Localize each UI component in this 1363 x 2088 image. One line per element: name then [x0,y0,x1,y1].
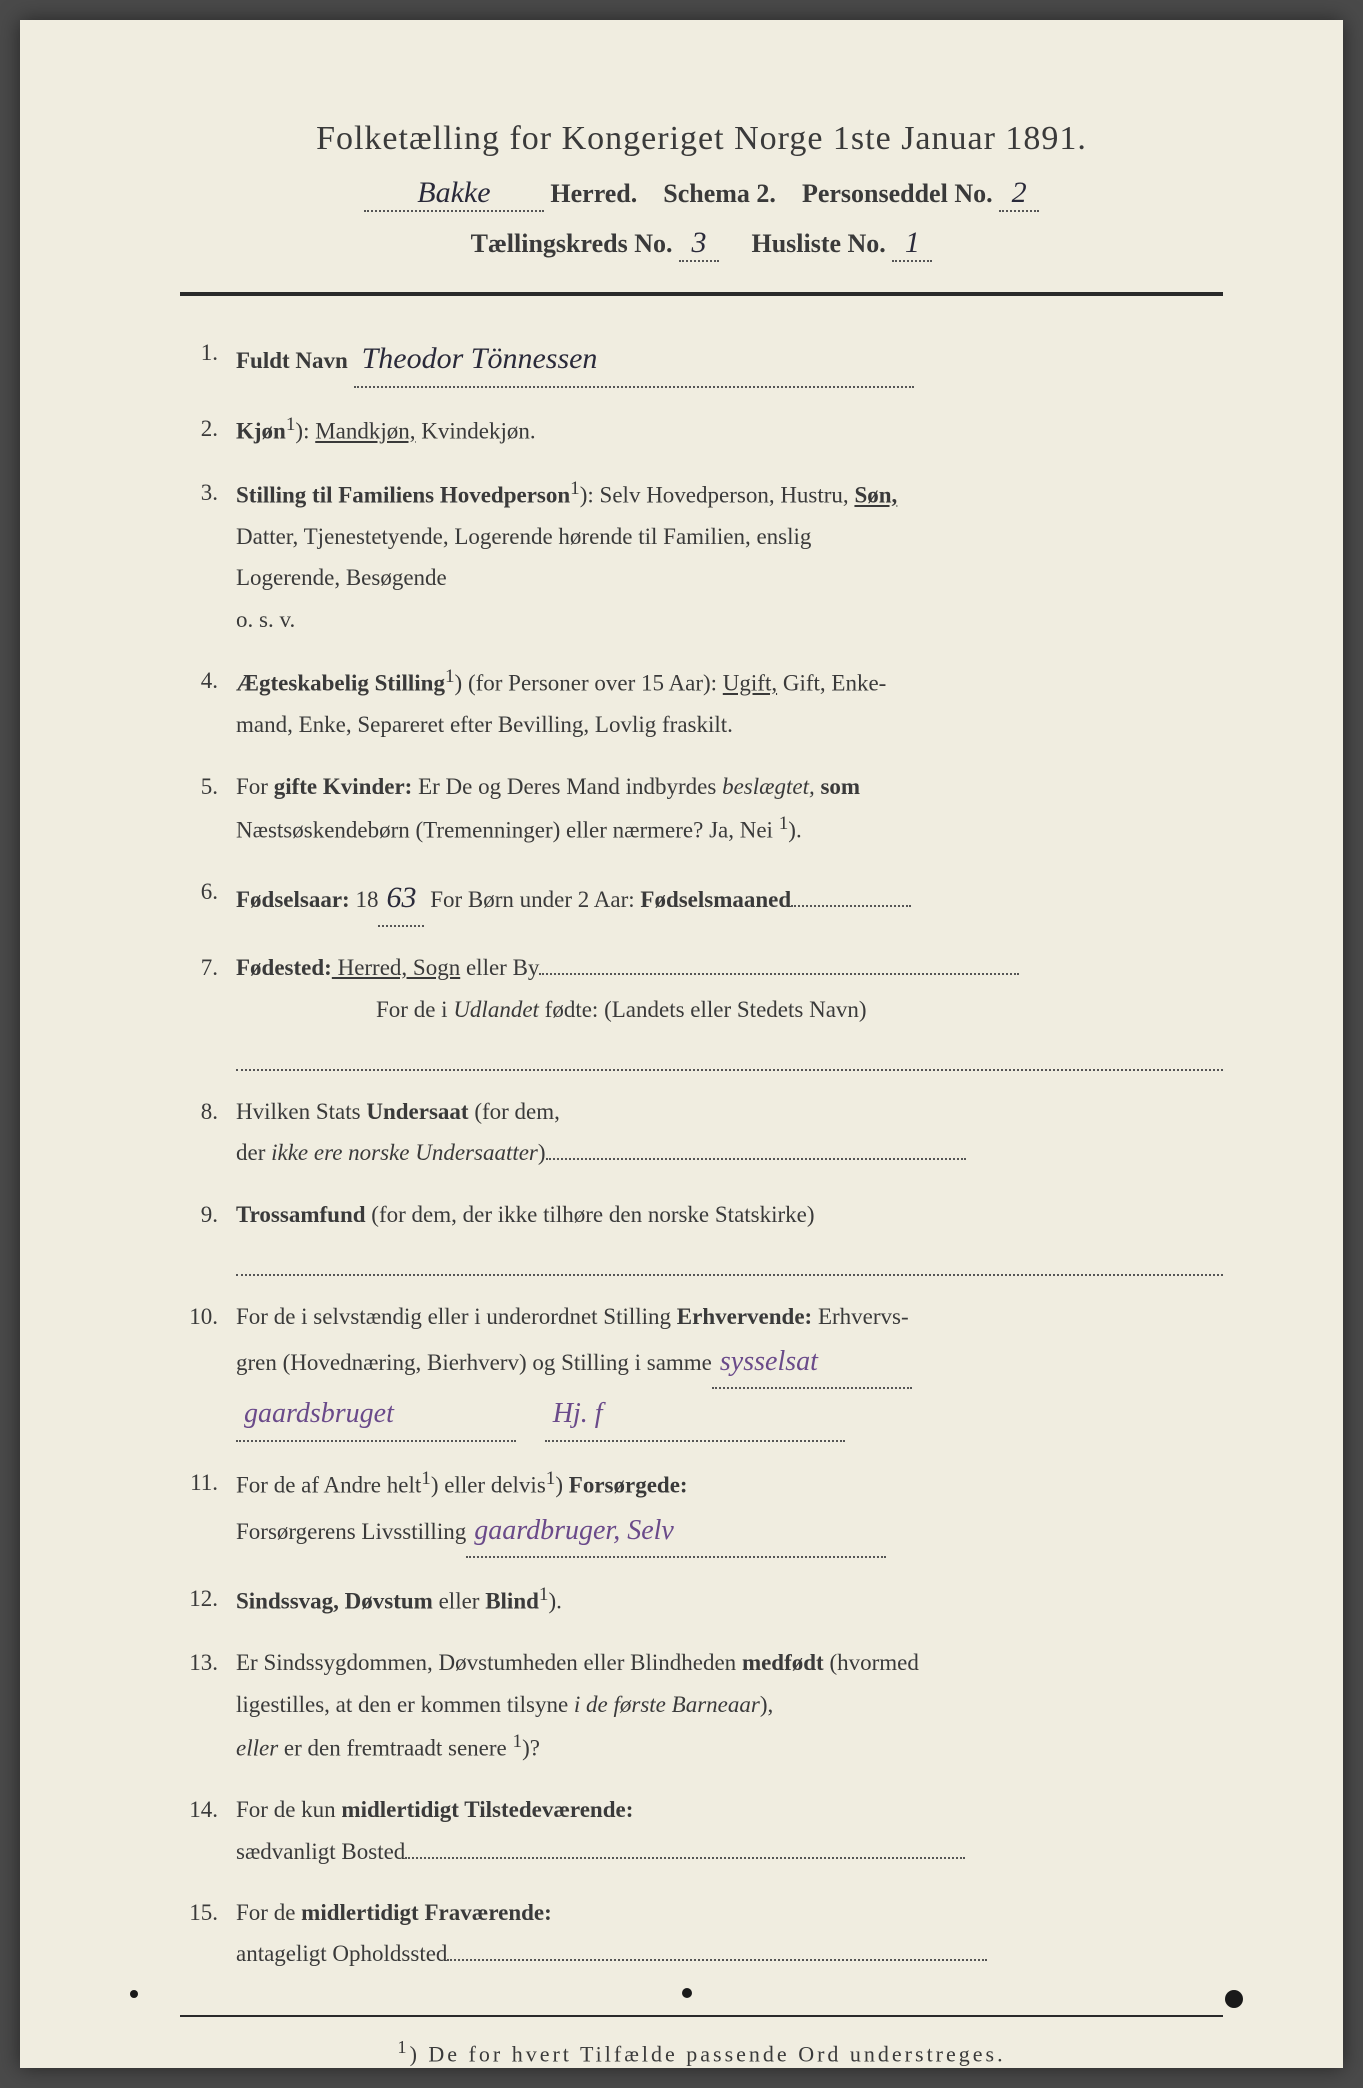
temp-present-field [405,1857,965,1859]
divider-top [180,292,1223,296]
birthplace-foreign-field [236,1034,1223,1071]
provider-field: gaardbruger, Selv [466,1506,886,1558]
temp-absent-field [447,1959,987,1961]
name-field: Theodor Tönnessen [354,332,914,388]
occupation-field-3: Hj. f [545,1389,845,1441]
religion-field [236,1239,1223,1276]
census-form-page: Folketælling for Kongeriget Norge 1ste J… [20,20,1343,2068]
entry-14: 14. For de kun midlertidigt Tilstedevære… [180,1789,1223,1872]
entry-6: 6. Fødselsaar: 1863 For Børn under 2 Aar… [180,871,1223,927]
ink-spot-icon [682,1988,692,1998]
personseddel-no: 2 [999,176,1039,212]
entry-5: 5. For gifte Kvinder: Er De og Deres Man… [180,766,1223,851]
entry-11: 11. For de af Andre helt1) eller delvis1… [180,1462,1223,1558]
relation-selected: Søn, [854,483,897,508]
birthplace-field [539,973,1019,975]
header-block: Folketælling for Kongeriget Norge 1ste J… [180,120,1223,262]
entry-13: 13. Er Sindssygdommen, Døvstumheden elle… [180,1642,1223,1769]
entry-10: 10. For de i selvstændig eller i underor… [180,1296,1223,1442]
header-line-2: Bakke Herred. Schema 2. Personseddel No.… [180,176,1223,212]
entry-12: 12. Sindssvag, Døvstum eller Blind1). [180,1578,1223,1622]
entry-7: 7. Fødested: Herred, Sogn eller By For d… [180,947,1223,1071]
herred-field: Bakke [364,176,544,212]
marital-selected: Ugift, [723,671,777,696]
birthplace-selected: Herred, Sogn [332,955,460,980]
gender-selected: Mandkjøn, [315,419,415,444]
kreds-no: 3 [679,226,719,262]
husliste-no: 1 [892,226,932,262]
ink-spot-icon [130,1990,138,1998]
ink-spot-icon [1225,1990,1243,2008]
occupation-field-2: gaardsbruget [236,1389,516,1441]
entry-2: 2. Kjøn1): Mandkjøn, Kvindekjøn. [180,408,1223,452]
occupation-field-1: sysselsat [712,1337,912,1389]
divider-bottom [180,2015,1223,2017]
main-title: Folketælling for Kongeriget Norge 1ste J… [180,120,1223,158]
footnote: 1) De for hvert Tilfælde passende Ord un… [180,2037,1223,2067]
entry-1: 1. Fuldt Navn Theodor Tönnessen [180,332,1223,388]
birthyear-field: 63 [378,871,424,927]
entry-9: 9. Trossamfund (for dem, der ikke tilhør… [180,1194,1223,1276]
birthmonth-field [791,905,911,907]
entry-4: 4. Ægteskabelig Stilling1) (for Personer… [180,660,1223,745]
header-line-3: Tællingskreds No. 3 Husliste No. 1 [180,226,1223,262]
entry-15: 15. For de midlertidigt Fraværende: anta… [180,1892,1223,1975]
entry-3: 3. Stilling til Familiens Hovedperson1):… [180,472,1223,640]
entry-8: 8. Hvilken Stats Undersaat (for dem, der… [180,1091,1223,1174]
citizenship-field [546,1158,966,1160]
